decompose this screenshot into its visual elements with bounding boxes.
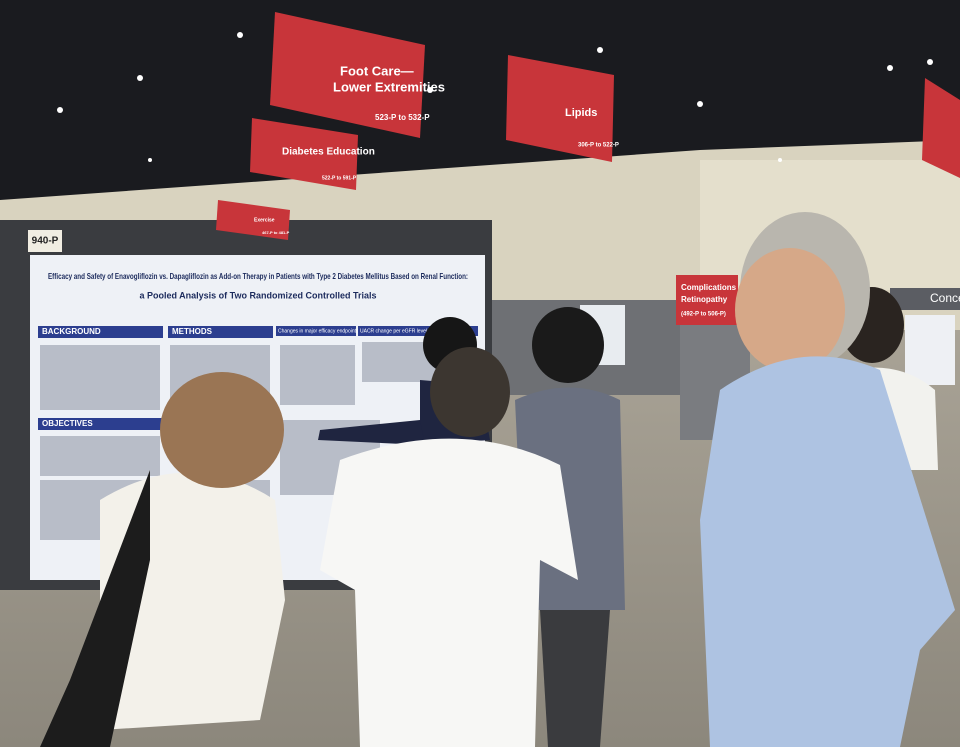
wall-sign xyxy=(890,288,960,310)
sign-text: Complications xyxy=(681,283,737,292)
section-header xyxy=(38,326,163,338)
hanging-sign: Exercise 467-P to 481-P xyxy=(216,200,290,240)
hanging-sign: Diabetes Education 522-P to 591-P xyxy=(250,118,375,190)
sign-range: 522-P to 591-P xyxy=(322,175,357,181)
poster-title: a Pooled Analysis of Two Randomized Cont… xyxy=(139,290,376,300)
figure-header xyxy=(276,326,356,336)
section-title: METHODS xyxy=(172,327,213,336)
sign-text: Exercise xyxy=(254,217,275,223)
person xyxy=(515,307,625,747)
figure-title: UACR change per eGFR level xyxy=(360,328,427,334)
poster-title: Efficacy and Safety of Enavogliflozin vs… xyxy=(48,272,468,281)
sign-text: Lipids xyxy=(565,107,597,119)
figure-header xyxy=(358,326,478,336)
sign-text: Diabetes Education xyxy=(282,147,375,158)
sign-range: (492-P to 506-P) xyxy=(681,312,726,318)
section-header xyxy=(38,418,163,430)
hanging-sign: Lipids 306-P to 522-P xyxy=(506,55,619,162)
sign-range: 306-P to 522-P xyxy=(578,143,619,149)
figure-title: Changes in major efficacy endpoints xyxy=(278,328,359,334)
hanging-sign xyxy=(922,78,960,178)
hanging-sign: Complications Retinopathy (492-P to 506-… xyxy=(676,275,738,325)
sign-range: 467-P to 481-P xyxy=(262,230,290,235)
wall-sign-text: Conce xyxy=(930,291,960,305)
section-title: BACKGROUND xyxy=(42,327,101,336)
section-header xyxy=(168,326,273,338)
hanging-sign: Foot Care— Lower Extremities 523-P to 53… xyxy=(270,12,445,138)
back-poster xyxy=(905,315,955,385)
ceiling-lights xyxy=(57,32,933,162)
sign-range: 523-P to 532-P xyxy=(375,113,430,122)
section-title: OBJECTIVES xyxy=(42,419,93,428)
sign-text: Foot Care— xyxy=(340,63,414,78)
person xyxy=(700,212,955,747)
poster-number-tag xyxy=(28,230,62,252)
sign-text: Lower Extremities xyxy=(333,79,445,94)
person xyxy=(320,347,578,747)
sign-text: Retinopathy xyxy=(681,295,728,304)
person xyxy=(40,372,285,747)
poster-number: 940-P xyxy=(32,236,59,247)
